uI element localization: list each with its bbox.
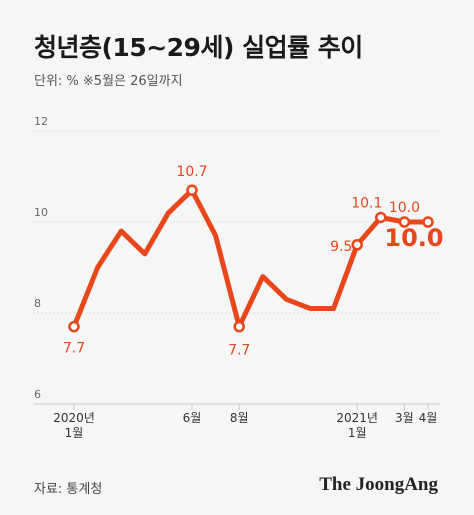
- x-tick-label-5: 6월: [183, 411, 202, 425]
- data-point-7: [233, 320, 245, 333]
- data-label-14: 10.0: [389, 200, 420, 216]
- brand-logo: The JoongAng: [319, 474, 438, 495]
- x-tick-label-12: 2021년: [336, 411, 378, 425]
- data-label-15: 10.0: [384, 224, 443, 252]
- y-tick-label-10: 10: [34, 206, 48, 219]
- x-tick-label-0: 2020년: [53, 411, 95, 425]
- data-label-13: 10.1: [351, 195, 382, 211]
- source-note: 자료: 통계청: [34, 482, 103, 497]
- x-tick-label-0-line2: 1월: [65, 426, 84, 440]
- data-point-0: [68, 320, 80, 333]
- data-label-12: 9.5: [330, 239, 352, 255]
- x-tick-label-14: 3월: [395, 411, 414, 425]
- x-tick-label-12-line2: 1월: [348, 426, 367, 440]
- data-point-12: [351, 239, 363, 251]
- data-point-14: [398, 216, 411, 228]
- y-tick-label-12: 12: [34, 115, 48, 128]
- x-tick-label-15: 4월: [419, 411, 438, 425]
- data-label-5: 10.7: [176, 164, 207, 180]
- x-tick-label-7: 8월: [230, 411, 249, 425]
- y-tick-label-8: 8: [34, 297, 41, 310]
- series-line: [71, 187, 431, 330]
- data-point-5: [186, 184, 198, 196]
- data-label-7: 7.7: [228, 343, 250, 359]
- data-point-13: [375, 211, 387, 224]
- chart-title: 청년층(15~29세) 실업률 추이: [34, 33, 363, 62]
- data-point-15: [422, 216, 434, 228]
- y-tick-label-6: 6: [34, 388, 41, 401]
- unit-note: 단위: % ※5월은 26일까지: [34, 74, 183, 89]
- data-label-0: 7.7: [63, 341, 85, 357]
